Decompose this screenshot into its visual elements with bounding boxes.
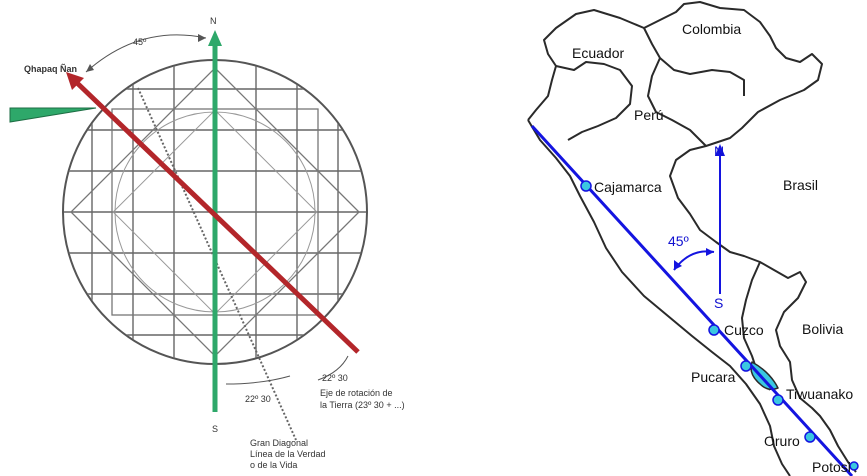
tiwuanako-label: Tiwuanako [786,386,853,402]
potosi-label: Potosi [812,459,851,475]
country-borders [527,1,857,476]
pucara-label: Pucara [691,369,736,385]
angle-arc-right [317,355,349,381]
brasil-label: Brasil [783,177,818,193]
angle-arc-bottom [225,375,291,385]
peru-label: Perú [634,107,664,123]
chakana-diagram-panel: N S 45º Qhapaq Ñan 22º 30 Eje de rotació… [0,0,430,476]
cuzco-marker [708,324,720,336]
bolivia-label: Bolivia [802,321,843,337]
map-north-label: N [714,143,724,159]
site-markers [580,180,859,471]
tiwuanako-marker [772,394,784,406]
ecuador-label: Ecuador [572,45,624,61]
red-axis-arrowhead [66,72,84,90]
earth-rotation-axis [72,78,360,354]
colombia-label: Colombia [682,21,741,37]
oruro-label: Oruro [764,433,800,449]
angle-arc-top [85,34,207,73]
gran-diagonal-label-line3: o de la Vida [250,460,297,470]
map-angle-label: 45º [668,233,689,249]
axis-label-line1: Eje de rotación de [320,388,393,398]
peru-map: Colombia Ecuador Perú Brasil Bolivia N S… [527,1,859,476]
qhapaq-wedge-icon [9,107,97,123]
diagram-angle-right-label: 22º 30 [322,373,348,383]
potosi-marker [849,461,859,471]
diagram-north-label: N [210,16,217,26]
diagram-angle-top-label: 45º [133,37,147,47]
axis-label-line2: la Tierra (23º 30 + ...) [320,400,405,410]
cajamarca-label: Cajamarca [594,179,662,195]
gran-diagonal-label-line2: Línea de la Verdad [250,449,326,459]
cuzco-label: Cuzco [724,322,764,338]
pucara-marker [740,360,752,372]
chakana-diagram: N S 45º Qhapaq Ñan 22º 30 Eje de rotació… [9,16,405,470]
map-north-arrowhead [715,144,725,156]
map-south-label: S [714,295,723,311]
cajamarca-marker [580,180,592,192]
oruro-marker [804,431,816,443]
diagram-south-label: S [212,424,218,434]
map-panel: Colombia Ecuador Perú Brasil Bolivia N S… [430,0,867,476]
lake-titicaca [750,361,779,391]
gran-diagonal-label-line1: Gran Diagonal [250,438,308,448]
north-arrowhead [208,30,222,46]
qhapaq-nan-label: Qhapaq Ñan [24,64,77,74]
diagram-angle-bottom-label: 22º 30 [245,394,271,404]
